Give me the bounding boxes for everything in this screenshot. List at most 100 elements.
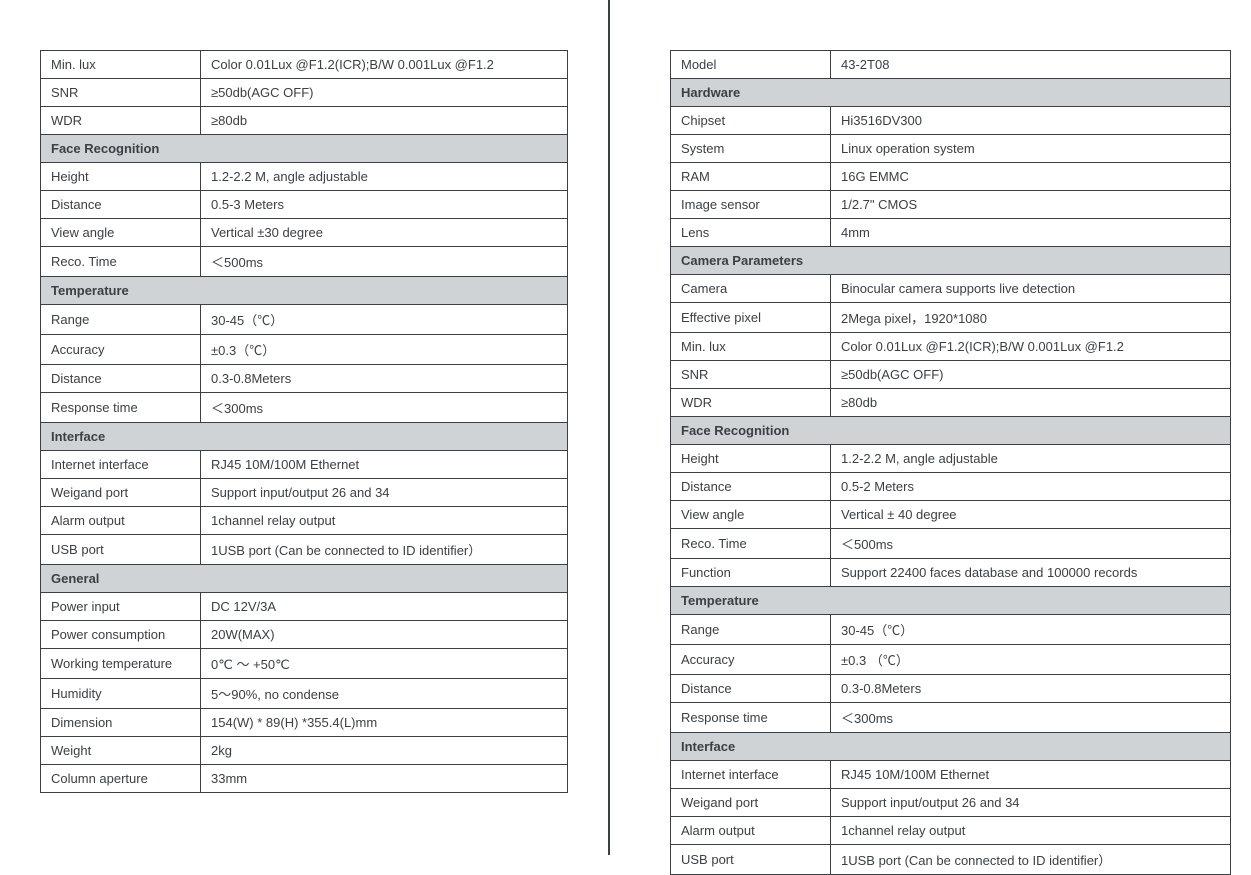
spec-value-cell: DC 12V/3A [201, 593, 568, 621]
spec-value-cell: 16G EMMC [831, 163, 1231, 191]
spec-label-cell: Working temperature [41, 649, 201, 679]
table-row: Accuracy±0.3（℃） [41, 335, 568, 365]
spec-label-cell: Weigand port [41, 479, 201, 507]
spec-label-cell: Range [671, 615, 831, 645]
spec-value-cell: Support input/output 26 and 34 [201, 479, 568, 507]
table-row: Humidity5～90%, no condense [41, 679, 568, 709]
spec-value-cell: 1channel relay output [831, 817, 1231, 845]
spec-label-cell: Lens [671, 219, 831, 247]
spec-label-cell: Distance [41, 191, 201, 219]
right-page: Model43-2T08HardwareChipsetHi3516DV300Sy… [610, 0, 1251, 855]
table-row: General [41, 565, 568, 593]
spec-value-cell: Hi3516DV300 [831, 107, 1231, 135]
table-row: Power inputDC 12V/3A [41, 593, 568, 621]
table-row: USB port1USB port (Can be connected to I… [41, 535, 568, 565]
spec-value-cell: ≥80db [831, 389, 1231, 417]
spec-value-cell: 1channel relay output [201, 507, 568, 535]
table-row: Height1.2-2.2 M, angle adjustable [41, 163, 568, 191]
spec-label-cell: Range [41, 305, 201, 335]
table-row: Response time＜300ms [671, 703, 1231, 733]
section-header-cell: Temperature [41, 277, 568, 305]
table-row: Temperature [41, 277, 568, 305]
spec-value-cell: 4mm [831, 219, 1231, 247]
spec-value-cell: 0.3-0.8Meters [831, 675, 1231, 703]
spec-label-cell: RAM [671, 163, 831, 191]
table-row: Interface [671, 733, 1231, 761]
spec-value-cell: 2Mega pixel，1920*1080 [831, 303, 1231, 333]
spec-value-cell: 1.2-2.2 M, angle adjustable [201, 163, 568, 191]
spec-table-right: Model43-2T08HardwareChipsetHi3516DV300Sy… [670, 50, 1231, 875]
table-row: Face Recognition [671, 417, 1231, 445]
table-row: Alarm output1channel relay output [41, 507, 568, 535]
table-row: Min. luxColor 0.01Lux @F1.2(ICR);B/W 0.0… [41, 51, 568, 79]
table-row: Distance0.3-0.8Meters [41, 365, 568, 393]
spec-label-cell: Dimension [41, 709, 201, 737]
spec-label-cell: Chipset [671, 107, 831, 135]
spec-label-cell: Model [671, 51, 831, 79]
section-header-cell: Camera Parameters [671, 247, 1231, 275]
table-row: USB port1USB port (Can be connected to I… [671, 845, 1231, 875]
section-header-cell: General [41, 565, 568, 593]
spec-value-cell: 33mm [201, 765, 568, 793]
table-row: Distance0.3-0.8Meters [671, 675, 1231, 703]
table-row: RAM16G EMMC [671, 163, 1231, 191]
table-row: Interface [41, 423, 568, 451]
table-row: Weigand portSupport input/output 26 and … [671, 789, 1231, 817]
spec-label-cell: Power consumption [41, 621, 201, 649]
spec-label-cell: SNR [671, 361, 831, 389]
spec-value-cell: 1/2.7" CMOS [831, 191, 1231, 219]
table-row: Temperature [671, 587, 1231, 615]
table-row: Hardware [671, 79, 1231, 107]
table-row: View angleVertical ± 40 degree [671, 501, 1231, 529]
section-header-cell: Interface [41, 423, 568, 451]
spec-value-cell: Color 0.01Lux @F1.2(ICR);B/W 0.001Lux @F… [831, 333, 1231, 361]
spec-label-cell: Alarm output [671, 817, 831, 845]
page-container: Min. lux Color 0.01Lux @F1.2(ICR);B/W 0.0… [0, 0, 1251, 855]
spec-label-cell: Alarm output [41, 507, 201, 535]
spec-table-left-body: Min. luxColor 0.01Lux @F1.2(ICR);B/W 0.0… [41, 51, 568, 793]
spec-label-cell: Camera [671, 275, 831, 303]
spec-value-cell: 1USB port (Can be connected to ID identi… [831, 845, 1231, 875]
section-header-cell: Interface [671, 733, 1231, 761]
spec-label-cell: Distance [671, 473, 831, 501]
table-row: SNR≥50db(AGC OFF) [671, 361, 1231, 389]
spec-value-cell: 30-45（℃） [201, 305, 568, 335]
spec-value-cell: 30-45（℃） [831, 615, 1231, 645]
table-row: Model43-2T08 [671, 51, 1231, 79]
spec-value-cell: 1.2-2.2 M, angle adjustable [831, 445, 1231, 473]
spec-label-cell: SNR [41, 79, 201, 107]
table-row: Range30-45（℃） [41, 305, 568, 335]
spec-value-cell: 154(W) * 89(H) *355.4(L)mm [201, 709, 568, 737]
spec-value-cell: 1USB port (Can be connected to ID identi… [201, 535, 568, 565]
spec-label-cell: Min. lux [41, 51, 201, 79]
spec-label-cell: Reco. Time [41, 247, 201, 277]
spec-value-cell: 43-2T08 [831, 51, 1231, 79]
spec-value-cell: RJ45 10M/100M Ethernet [831, 761, 1231, 789]
table-row: SNR≥50db(AGC OFF) [41, 79, 568, 107]
table-row: Camera Parameters [671, 247, 1231, 275]
spec-label-cell: Function [671, 559, 831, 587]
spec-label-cell: Distance [41, 365, 201, 393]
spec-value-cell: 20W(MAX) [201, 621, 568, 649]
table-row: Range30-45（℃） [671, 615, 1231, 645]
spec-value-cell: ＜500ms [201, 247, 568, 277]
spec-value-cell: 5～90%, no condense [201, 679, 568, 709]
spec-value-cell: ＜300ms [831, 703, 1231, 733]
spec-value-cell: ±0.3 （℃） [831, 645, 1231, 675]
spec-label-cell: USB port [41, 535, 201, 565]
spec-label-cell: Height [671, 445, 831, 473]
spec-label-cell: Height [41, 163, 201, 191]
spec-label-cell: USB port [671, 845, 831, 875]
spec-value-cell: 0℃ ～ +50℃ [201, 649, 568, 679]
spec-label-cell: Weight [41, 737, 201, 765]
spec-label-cell: Column aperture [41, 765, 201, 793]
table-row: SystemLinux operation system [671, 135, 1231, 163]
section-header-cell: Face Recognition [41, 135, 568, 163]
spec-value-cell: ＜500ms [831, 529, 1231, 559]
spec-label-cell: Response time [671, 703, 831, 733]
spec-value-cell: ≥50db(AGC OFF) [201, 79, 568, 107]
spec-value-cell: Linux operation system [831, 135, 1231, 163]
spec-value-cell: ＜300ms [201, 393, 568, 423]
spec-label-cell: View angle [671, 501, 831, 529]
table-row: Min. luxColor 0.01Lux @F1.2(ICR);B/W 0.0… [671, 333, 1231, 361]
